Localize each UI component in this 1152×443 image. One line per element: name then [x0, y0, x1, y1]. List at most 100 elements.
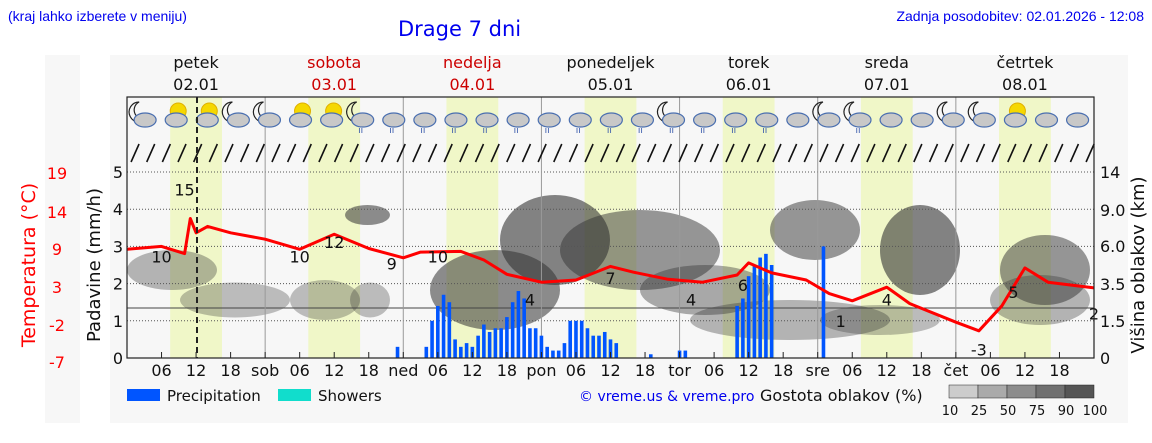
wind-barb: [145, 143, 156, 163]
day-date: 04.01: [449, 75, 495, 94]
temp-axis-label: Temperatura (°C): [18, 183, 40, 348]
day-name: četrtek: [996, 53, 1054, 72]
wind-barb: [412, 143, 422, 163]
precip-bar: [648, 354, 653, 358]
x-tick-label: 12: [186, 361, 206, 380]
wind-barb: [239, 143, 250, 163]
precip-bar: [556, 350, 561, 358]
wind-barb: [928, 143, 939, 163]
temp-label: 10: [428, 247, 448, 266]
temp-label: 4: [525, 290, 535, 309]
day-name: ponedeljek: [567, 53, 656, 72]
precip-bar: [522, 298, 526, 358]
wind-barb: [271, 143, 281, 163]
precip-bar: [528, 328, 532, 358]
precip-bar: [482, 324, 486, 358]
precip-axis-label: Padavine (mm/h): [84, 188, 105, 342]
cloud-cell: [640, 265, 770, 315]
temp-tick: -2: [49, 316, 65, 335]
precip-bar: [568, 320, 573, 358]
precip-bar: [551, 350, 555, 358]
temp-label: 6: [738, 276, 748, 295]
sun-cloud-icon: [195, 102, 219, 128]
sun-cloud-icon: [1003, 102, 1028, 128]
density-tick: 100: [1083, 404, 1108, 419]
wind-barb: [427, 143, 438, 163]
x-tick-label: 06: [842, 361, 862, 380]
temp-label: 10: [151, 247, 171, 266]
x-tick-label: 18: [359, 361, 379, 380]
precip-bar: [591, 335, 596, 358]
wind-barb: [960, 143, 970, 163]
x-tick-label: 12: [600, 361, 620, 380]
x-tick-label: 12: [738, 361, 758, 380]
temp-label: -3: [971, 340, 987, 359]
precip-tick: 3: [113, 237, 123, 256]
sun-cloud-icon: [320, 102, 344, 128]
location-hint[interactable]: (kraj lahko izberete v meniju): [8, 8, 187, 24]
precip-bar: [441, 294, 446, 358]
precip-bar: [683, 350, 688, 358]
moon-cloud-rain-icon: ıı: [656, 101, 686, 136]
precip-bar: [752, 265, 757, 358]
cloud-rain-icon: ıı: [537, 112, 561, 136]
wind-barb: [725, 143, 735, 163]
x-tick-label: sob: [251, 361, 279, 380]
precip-tick: 1: [113, 312, 123, 331]
copyright-link[interactable]: © vreme.us & vreme.pro: [579, 389, 754, 405]
cloud-cell: [345, 205, 390, 225]
cloud-rain-icon: ıı: [382, 112, 406, 136]
wind-barb: [615, 143, 626, 163]
x-tick-label: 18: [497, 361, 517, 380]
svg-text:ıı: ıı: [855, 126, 860, 136]
moon-cloud-icon: [252, 101, 282, 128]
wind-barb: [662, 143, 673, 163]
temp-label: 7: [605, 269, 615, 288]
density-tick: 10: [942, 404, 959, 419]
sun-cloud-icon: [164, 102, 188, 128]
wind-barb: [693, 143, 704, 163]
cloud-height-tick: 1.5: [1100, 312, 1125, 331]
wind-barb: [787, 143, 798, 163]
temperature-axis-panel: [45, 55, 80, 423]
precip-bar: [447, 302, 452, 358]
precip-bar: [516, 291, 521, 358]
temp-label: 15: [174, 181, 194, 200]
cloud-rain-icon: ıı: [692, 112, 717, 136]
wind-barb: [443, 143, 453, 163]
precip-bar: [510, 302, 515, 358]
temp-tick: 19: [47, 164, 67, 183]
density-tick: 50: [1000, 404, 1017, 419]
temp-tick: 9: [52, 240, 62, 259]
wind-barb: [365, 143, 375, 163]
cloud-cell: [880, 205, 960, 295]
precip-bar: [493, 328, 498, 358]
svg-text:ıı: ıı: [700, 126, 705, 136]
precip-legend-label: Precipitation: [167, 387, 261, 405]
day-date: 02.01: [173, 75, 219, 94]
wind-barb: [161, 143, 172, 163]
density-swatch: [1064, 384, 1095, 399]
x-tick-label: ned: [388, 361, 418, 380]
wind-barb: [537, 143, 547, 163]
density-swatch: [977, 384, 1008, 399]
wind-barb: [286, 143, 297, 163]
wind-barb: [646, 143, 657, 163]
cloud-rain-icon: ıı: [755, 112, 779, 136]
wind-barb: [944, 143, 954, 163]
cloud-cell: [990, 275, 1090, 325]
x-tick-label: pon: [526, 361, 556, 380]
showers-legend-label: Showers: [318, 387, 382, 405]
wind-barb: [756, 143, 767, 163]
svg-text:ıı: ıı: [545, 126, 550, 136]
precip-tick: 5: [113, 163, 123, 182]
x-tick-label: 18: [635, 361, 655, 380]
x-tick-label: 12: [1015, 361, 1035, 380]
precip-bar: [533, 328, 538, 358]
sun-cloud-icon: [288, 102, 313, 128]
cloud-rain-icon: ıı: [444, 112, 468, 136]
precip-bar: [464, 343, 469, 358]
cloud-height-tick: 3.5: [1100, 275, 1125, 294]
wind-barb: [349, 143, 359, 163]
